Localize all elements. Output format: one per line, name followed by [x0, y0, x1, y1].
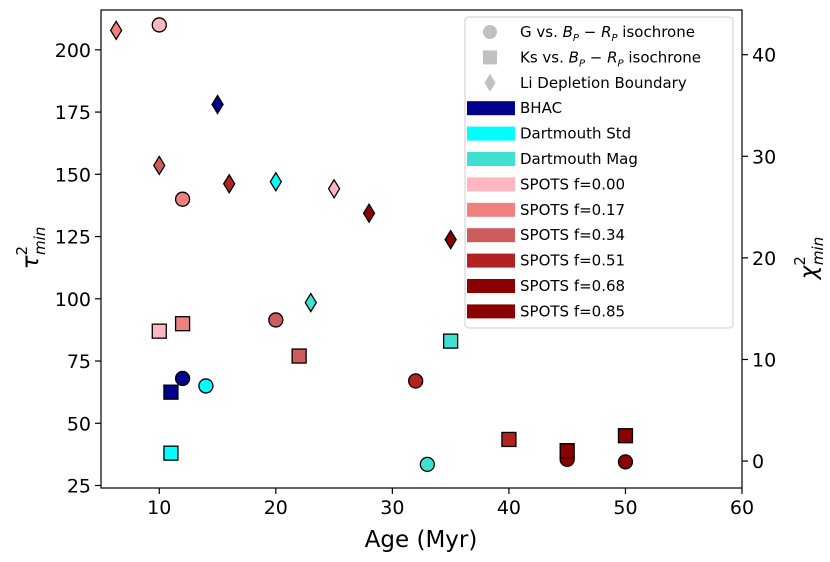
legend-swatch-dartmouth-std: [467, 126, 515, 141]
diamond-point-spots-f-0-51: [222, 173, 236, 194]
legend-swatch-bhac: [467, 101, 515, 116]
legend-swatch-spots-f-0-34: [467, 228, 515, 243]
y-right-tick-label: 40: [752, 45, 776, 67]
legend: G vs. BP − RP isochrone Ks vs. BP − RP is…: [464, 16, 734, 329]
x-tick-label: 40: [497, 497, 521, 519]
y-label-left-sup: 2: [13, 246, 31, 256]
x-tick-label: 30: [380, 497, 404, 519]
y-right-tick-label: 20: [752, 248, 776, 270]
square-point-spots-f-0-00: [151, 323, 167, 339]
legend-label-spots-f-0-00: SPOTS f=0.00: [520, 175, 625, 193]
legend-label-dartmouth-mag: Dartmouth Mag: [520, 150, 638, 168]
circle-point-dartmouth-std: [198, 378, 214, 394]
square-point-bhac: [163, 384, 179, 400]
y-label-left-tau: τ: [18, 255, 44, 269]
y-label-right-chi: χ: [796, 264, 822, 281]
legend-swatch-spots-f-0-85: [467, 304, 515, 319]
circle-point-dartmouth-mag: [419, 456, 435, 472]
square-point-spots-f-0-17: [174, 316, 191, 332]
diamond-point-bhac: [211, 94, 224, 115]
legend-swatch-spots-f-0-00: [467, 177, 515, 192]
legend-circle-icon: [483, 25, 497, 39]
y-left-tick-label: 25: [67, 476, 91, 498]
legend-label-dartmouth-std: Dartmouth Std: [520, 125, 631, 143]
circle-point-spots-f-0-17: [174, 191, 191, 207]
square-point-spots-f-0-51: [501, 431, 517, 448]
legend-label-spots-f-0-68: SPOTS f=0.68: [520, 277, 625, 295]
circle-point-bhac: [174, 370, 191, 387]
diamond-point-spots-f-0-85: [444, 229, 457, 250]
diamond-point-spots-f-0-68: [362, 202, 376, 224]
data-points: [109, 17, 634, 472]
x-tick-label: 50: [613, 497, 637, 519]
diamond-point-spots-f-0-17: [109, 20, 123, 41]
legend-label-spots-f-0-51: SPOTS f=0.51: [520, 252, 625, 270]
svg-text:χ2min: χ2min: [791, 237, 827, 281]
x-tick-label: 20: [264, 497, 288, 519]
y-left-tick-label: 100: [55, 289, 91, 311]
y-label-right-sub: min: [809, 237, 827, 265]
y-left-tick-label: 75: [67, 351, 91, 373]
legend-label-diamond: Li Depletion Boundary: [520, 74, 687, 92]
legend-square-icon: [483, 50, 497, 65]
x-axis-label: Age (Myr): [365, 527, 478, 553]
circle-point-spots-f-0-51: [408, 373, 424, 389]
y-left-tick-label: 125: [55, 227, 91, 249]
legend-swatch-dartmouth-mag: [467, 152, 515, 166]
y-left-tick-label: 200: [55, 40, 91, 62]
circle-point-spots-f-0-00: [151, 17, 167, 33]
x-tick-label: 10: [147, 497, 171, 519]
square-point-dartmouth-mag: [442, 333, 459, 349]
diamond-point-spots-f-0-00: [327, 178, 341, 200]
diamond-point-spots-f-0-34: [153, 155, 166, 176]
legend-label-circle: G vs. BP − RP isochrone: [520, 23, 695, 44]
legend-swatch-spots-f-0-51: [467, 253, 515, 268]
legend-label-bhac: BHAC: [520, 99, 562, 117]
y-left-tick-label: 50: [67, 413, 91, 435]
y-left-tick-label: 150: [55, 164, 91, 186]
legend-swatch-spots-f-0-17: [467, 202, 515, 217]
legend-label-spots-f-0-17: SPOTS f=0.17: [520, 201, 625, 219]
y-right-tick-label: 30: [752, 146, 776, 168]
y-label-right-sup: 2: [791, 256, 809, 266]
diamond-point-dartmouth-mag: [304, 292, 318, 313]
circle-point-spots-f-0-34: [268, 312, 284, 328]
circle-point-spots-f-0-85: [617, 454, 634, 470]
legend-diamond-icon: [484, 73, 496, 92]
square-point-spots-f-0-68: [559, 443, 575, 459]
svg-text:τ2min: τ2min: [13, 227, 49, 270]
y-axis-label-left: τ2min: [13, 227, 49, 270]
legend-swatch-spots-f-0-68: [467, 279, 515, 293]
square-point-dartmouth-std: [163, 445, 179, 461]
diamond-point-dartmouth-std: [269, 171, 283, 192]
x-tick-label: 60: [730, 497, 754, 519]
y-right-tick-label: 0: [752, 451, 764, 473]
y-label-left-sub: min: [31, 227, 49, 255]
y-right-tick-label: 10: [752, 349, 776, 371]
legend-label-spots-f-0-85: SPOTS f=0.85: [520, 302, 625, 320]
square-point-spots-f-0-85: [617, 428, 634, 444]
square-point-spots-f-0-34: [291, 348, 307, 364]
y-axis-label-right: χ2min: [791, 237, 827, 281]
y-left-tick-label: 175: [55, 102, 91, 124]
legend-box: [464, 16, 734, 329]
legend-label-square: Ks vs. BP − RP isochrone: [520, 48, 701, 69]
legend-label-spots-f-0-34: SPOTS f=0.34: [520, 226, 625, 244]
